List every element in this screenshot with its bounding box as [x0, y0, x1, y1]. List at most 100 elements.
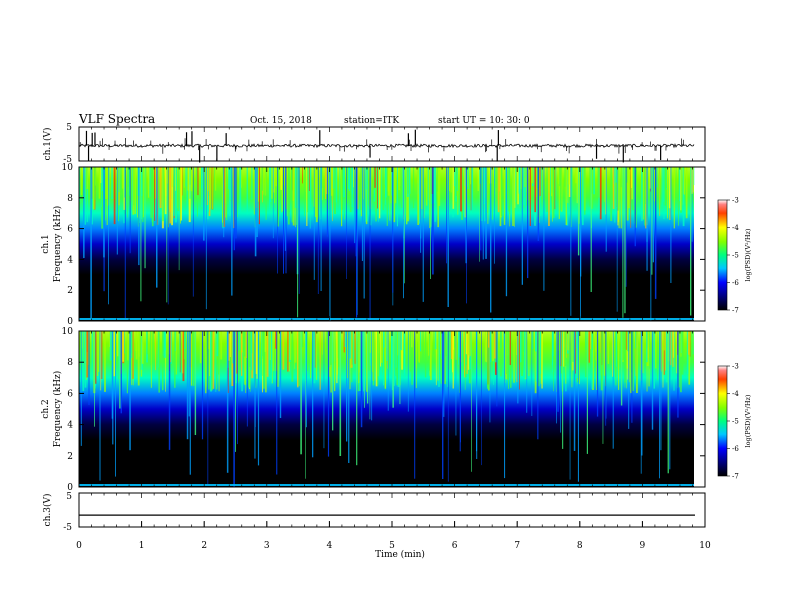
ch2-spectrogram-streak — [535, 331, 537, 352]
ch1-spectrogram-streak — [453, 167, 455, 187]
ch1-spectrogram-streak — [94, 167, 96, 200]
ch1-spectrogram-streak — [610, 167, 613, 221]
ch1-spectrogram-streak — [120, 167, 122, 193]
ch2-spectrogram-impulse — [392, 331, 394, 408]
ch1-colorbar-tick-label: -3 — [732, 197, 739, 205]
ch1-spectrogram-streak — [433, 167, 436, 204]
ch1-spectrogram-streak — [680, 167, 682, 211]
ch2-spectrogram-impulse — [496, 331, 498, 407]
ch1-spectrogram-streak — [325, 167, 327, 199]
ch1-spectrogram-impulse — [420, 167, 422, 253]
ch1-spectrogram-streak — [181, 167, 183, 196]
ch1-spectrogram-streak — [185, 167, 187, 187]
ch2-spectrogram-streak — [445, 331, 446, 385]
ch1-spectrogram-streak — [175, 167, 177, 223]
ch1-spectrogram-streak — [659, 167, 661, 216]
ch2-spectrogram-streak — [310, 331, 311, 379]
ch1-spectrogram-impulse — [646, 167, 648, 242]
ch1-spectrogram-streak — [374, 167, 376, 188]
ch1-spectrogram-streak — [183, 167, 185, 188]
ch1-spectrogram-streak — [86, 167, 88, 189]
ch2-spectrogram-streak — [383, 331, 384, 386]
ch2-spectrogram-streak — [375, 331, 378, 387]
ch1-spectrogram-impulse — [329, 167, 331, 321]
ch2-spectrogram-streak — [126, 331, 128, 394]
ch1-spectrogram-streak — [517, 167, 519, 205]
ch2-spectrogram-impulse — [246, 331, 248, 427]
ch2-spectrogram-impulse — [189, 331, 191, 475]
ch1-spectrogram-streak — [470, 167, 472, 185]
ch1-spectrogram-streak — [169, 167, 172, 224]
ch1-spectrogram-ytick-label: 4 — [67, 255, 73, 265]
ch2-spectrogram-streak — [415, 331, 417, 388]
ch1-spectrogram-impulse — [90, 167, 92, 320]
ch1-spectrogram-streak — [86, 167, 88, 188]
ch1-spectrogram-streak — [626, 167, 629, 221]
ch2-spectrogram-streak — [349, 331, 351, 390]
ch1-spectrogram-streak — [401, 167, 403, 208]
ch2-spectrogram-streak — [319, 331, 321, 390]
ch2-spectrogram-streak — [429, 331, 430, 371]
ch1-spectrogram-streak — [429, 167, 431, 229]
ch1-spectrogram-streak — [294, 167, 297, 208]
ch2-spectrogram-streak — [364, 331, 366, 391]
ch2-spectrogram-impulse — [620, 331, 623, 406]
ch2-spectrogram-streak — [438, 331, 440, 387]
ch1-spectrogram-streak — [133, 167, 135, 206]
ch2-spectrogram-streak — [109, 331, 112, 361]
ch1-spectrogram-streak — [536, 167, 538, 188]
ch1-spectrogram-streak — [406, 167, 408, 225]
ch2-spectrogram-streak — [242, 331, 244, 352]
ch1-spectrogram-streak — [341, 167, 344, 210]
ch1-spectrogram-ytick-label: 10 — [62, 163, 74, 173]
ch2-spectrogram-impulse — [414, 331, 416, 479]
ch1-spectrogram-impulse — [283, 167, 284, 274]
ch1-spectrogram-streak — [351, 167, 354, 207]
ch2-spectrogram-streak — [673, 331, 675, 358]
ch2-spectrogram-streak — [591, 331, 593, 390]
ch2-spectrogram-streaks — [79, 331, 694, 487]
ch2-spectrogram-streak — [306, 331, 308, 371]
ch1-spectrogram-impulse — [577, 167, 580, 256]
ch1-spectrogram-streak — [514, 167, 515, 227]
ch2-spectrogram-baseline-band — [79, 484, 694, 486]
ch1-spectrogram-streak — [567, 167, 570, 185]
ch2-spectrogram-streak — [336, 331, 338, 384]
ch2-spectrogram-ytick-label: 8 — [67, 358, 73, 368]
ch2-spectrogram-streak — [383, 331, 386, 348]
ch2-colorbar-label: log(PSD)(V²/Hz) — [744, 394, 752, 447]
ch1-spectrogram-streak — [186, 167, 188, 214]
ch2-spectrogram-streak — [434, 331, 437, 350]
ch1-spectrogram-streak — [101, 167, 102, 208]
x-tick-label: 4 — [327, 541, 333, 551]
ch1-spectrogram-streak — [229, 167, 231, 216]
ch1-spectrogram-streak — [548, 167, 550, 193]
ch2-spectrogram-streak — [468, 331, 470, 358]
ch1-spectrogram-impulse — [392, 167, 394, 293]
ch1-spectrogram-streak — [132, 167, 135, 215]
ch1-colorbar-tick-label: -4 — [732, 224, 739, 232]
start-ut-label: start UT = 10: 30: 0 — [438, 116, 530, 126]
ch1-spectrogram-streak — [673, 167, 675, 229]
ch1-spectrogram-streak — [576, 167, 578, 204]
ch2-spectrogram-streak — [495, 331, 497, 363]
ch1-spectrogram-yticks: 0 2 4 6 8 10 — [62, 163, 705, 327]
ch2-spectrogram-streak — [101, 331, 103, 379]
ch1-spectrogram-streak — [409, 167, 410, 220]
ch1-spectrogram-impulse — [256, 167, 258, 237]
ch2-spectrogram-streak — [678, 331, 680, 388]
ch2-spectrogram-streak — [131, 331, 133, 358]
ch2-spectrogram-ytick-label: 0 — [67, 483, 73, 493]
ch2-spectrogram-streak — [571, 331, 573, 388]
ch1-spectrogram-streak — [661, 167, 663, 207]
ch1-spectrogram-streak — [353, 167, 354, 188]
ch2-spectrogram-impulse — [305, 331, 306, 479]
ch1-spectrogram-streak — [568, 167, 571, 197]
ch1-spectrogram-impulse — [363, 167, 365, 299]
ch1-spectrogram-streak — [253, 167, 256, 215]
ch1-spectrogram-streak — [366, 167, 368, 222]
ch1-spectrogram-streak — [125, 167, 127, 189]
ch1-spectrogram-impulse — [356, 167, 358, 315]
ch2-spectrogram-impulse — [129, 331, 131, 451]
ch1-spectrogram-streak — [286, 167, 288, 217]
